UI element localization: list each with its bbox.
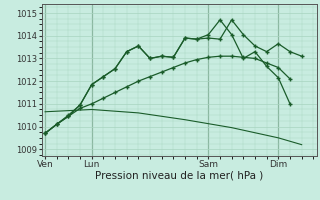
X-axis label: Pression niveau de la mer( hPa ): Pression niveau de la mer( hPa ) xyxy=(95,171,263,181)
